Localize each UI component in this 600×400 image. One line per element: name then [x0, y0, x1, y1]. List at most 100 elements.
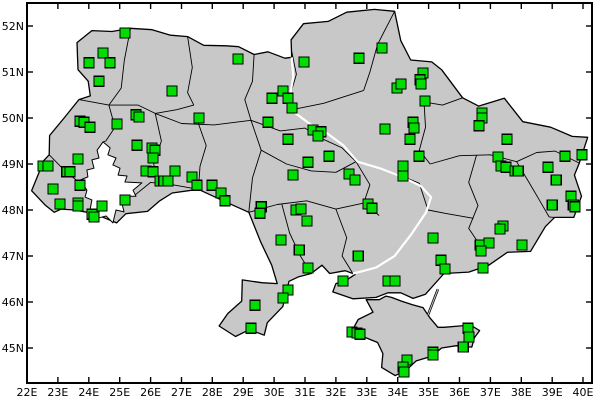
station-marker	[353, 52, 365, 64]
x-tick-label: 28E	[202, 386, 223, 399]
station-marker	[245, 322, 257, 334]
station-marker	[287, 169, 299, 181]
station-marker	[457, 341, 469, 353]
station-marker	[419, 95, 431, 107]
y-tick-label: 46N	[2, 296, 24, 309]
station-marker	[302, 262, 314, 274]
station-marker	[301, 215, 313, 227]
station-marker	[119, 194, 131, 206]
station-marker	[512, 165, 524, 177]
station-marker	[131, 139, 143, 151]
station-marker	[54, 198, 66, 210]
station-marker	[397, 170, 409, 182]
station-marker	[483, 237, 495, 249]
station-marker	[427, 232, 439, 244]
station-marker	[133, 111, 145, 123]
x-tick-label: 34E	[387, 386, 408, 399]
x-tick-label: 24E	[78, 386, 99, 399]
crimea-peninsula-shape	[350, 295, 481, 377]
oblast-border-line	[363, 11, 396, 91]
station-marker	[427, 349, 439, 361]
y-tick-label: 45N	[2, 342, 24, 355]
axes-frame	[26, 2, 593, 384]
station-marker	[366, 202, 378, 214]
x-tick-label: 22E	[17, 386, 38, 399]
station-marker	[439, 263, 451, 275]
y-tick-label: 51N	[2, 66, 24, 79]
station-marker	[206, 179, 218, 191]
station-marker	[352, 250, 364, 262]
station-marker	[262, 116, 274, 128]
y-tick-label: 49N	[2, 158, 24, 171]
station-marker	[473, 120, 485, 132]
station-marker	[42, 160, 54, 172]
station-marker	[389, 275, 401, 287]
x-tick-label: 32E	[325, 386, 346, 399]
station-marker	[408, 122, 420, 134]
station-marker	[379, 123, 391, 135]
station-marker	[64, 166, 76, 178]
x-tick-label: 30E	[264, 386, 285, 399]
station-marker	[193, 112, 205, 124]
station-marker	[475, 245, 487, 257]
station-marker	[413, 150, 425, 162]
station-marker	[546, 199, 558, 211]
x-tick-label: 23E	[47, 386, 68, 399]
station-marker	[376, 42, 388, 54]
oblast-border-line	[335, 208, 354, 274]
oblast-border-line	[197, 123, 207, 190]
station-marker	[74, 179, 86, 191]
station-marker	[398, 366, 410, 378]
station-marker	[282, 133, 294, 145]
station-marker	[477, 262, 489, 274]
oblast-border-line	[516, 161, 555, 218]
station-marker	[47, 183, 59, 195]
station-marker	[72, 200, 84, 212]
station-marker	[97, 47, 109, 59]
oblast-border-line	[108, 28, 131, 106]
station-marker	[337, 275, 349, 287]
y-tick-label: 50N	[2, 112, 24, 125]
station-marker	[494, 223, 506, 235]
station-marker	[277, 292, 289, 304]
station-marker	[349, 174, 361, 186]
station-marker	[404, 133, 416, 145]
station-marker	[232, 53, 244, 65]
station-marker	[323, 150, 335, 162]
oblast-border-line	[418, 101, 431, 165]
station-marker	[501, 133, 513, 145]
oblast-border-line	[155, 112, 252, 126]
station-marker	[576, 149, 588, 161]
station-marker	[397, 160, 409, 172]
station-marker	[147, 166, 159, 178]
station-marker	[104, 57, 116, 69]
x-tick-label: 38E	[511, 386, 532, 399]
station-marker	[83, 57, 95, 69]
station-marker	[569, 201, 581, 213]
y-tick-label: 52N	[2, 20, 24, 33]
station-marker	[286, 102, 298, 114]
station-marker	[293, 244, 305, 256]
station-marker	[266, 92, 278, 104]
x-tick-label: 27E	[171, 386, 192, 399]
station-marker	[249, 299, 261, 311]
station-marker	[275, 234, 287, 246]
x-tick-label: 36E	[449, 386, 470, 399]
station-marker	[93, 75, 105, 87]
station-marker	[119, 27, 131, 39]
station-marker	[169, 165, 181, 177]
x-tick-label: 25E	[109, 386, 130, 399]
x-tick-label: 39E	[542, 386, 563, 399]
station-marker	[166, 85, 178, 97]
station-marker	[96, 200, 108, 212]
oblast-border-line	[468, 155, 485, 252]
station-marker	[395, 78, 407, 90]
x-tick-label: 31E	[295, 386, 316, 399]
oblast-border-line	[248, 120, 262, 213]
station-marker	[415, 78, 427, 90]
oblast-border-line	[78, 99, 194, 114]
station-marker	[559, 150, 571, 162]
x-tick-label: 40E	[573, 386, 594, 399]
